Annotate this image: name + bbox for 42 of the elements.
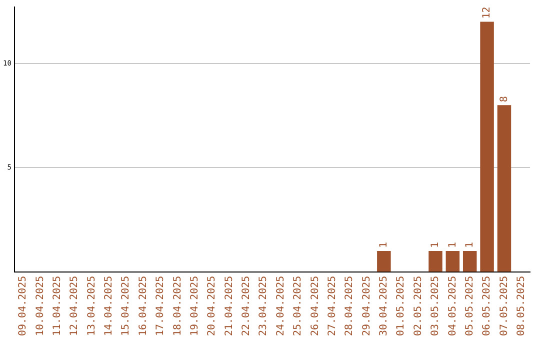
x-tick-label: 11.04.2025 bbox=[52, 276, 63, 336]
data-label: 1 bbox=[430, 242, 442, 248]
data-label: 8 bbox=[498, 96, 510, 102]
x-tick-label: 20.04.2025 bbox=[206, 276, 218, 336]
x-tick-label: 01.05.2025 bbox=[396, 276, 407, 336]
x-tick-label: 18.04.2025 bbox=[172, 276, 184, 336]
bar bbox=[428, 250, 442, 272]
data-label: 1 bbox=[464, 242, 476, 248]
x-tick-label: 23.04.2025 bbox=[258, 276, 270, 336]
x-tick-label: 30.04.2025 bbox=[378, 276, 390, 336]
x-tick-label: 24.04.2025 bbox=[275, 276, 286, 336]
x-tick-label: 12.04.2025 bbox=[69, 276, 80, 336]
x-tick-label: 25.04.2025 bbox=[292, 276, 304, 336]
data-label: 1 bbox=[447, 242, 458, 248]
x-tick-label: 06.05.2025 bbox=[482, 276, 493, 336]
x-tick-label: 03.05.2025 bbox=[430, 276, 442, 336]
x-tick-label: 15.04.2025 bbox=[120, 276, 132, 336]
x-tick-label: 13.04.2025 bbox=[86, 276, 98, 336]
x-tick-label: 17.04.2025 bbox=[155, 276, 166, 336]
x-tick-label: 16.04.2025 bbox=[138, 276, 149, 336]
x-tick-label: 22.04.2025 bbox=[241, 276, 252, 336]
x-tick-label: 19.04.2025 bbox=[189, 276, 200, 336]
x-tick-label: 27.04.2025 bbox=[326, 276, 338, 336]
bar bbox=[377, 250, 391, 272]
bar bbox=[446, 250, 460, 272]
x-tick-label: 05.05.2025 bbox=[464, 276, 476, 336]
x-tick-label: 14.04.2025 bbox=[104, 276, 115, 336]
x-tick-label: 04.05.2025 bbox=[447, 276, 458, 336]
x-tick-label: 02.05.2025 bbox=[412, 276, 424, 336]
x-tick-label: 26.04.2025 bbox=[310, 276, 321, 336]
bar bbox=[497, 105, 512, 272]
data-label: 12 bbox=[482, 6, 493, 19]
x-tick-label: 28.04.2025 bbox=[344, 276, 356, 336]
data-label: 1 bbox=[378, 242, 390, 248]
x-tick-label: 08.05.2025 bbox=[516, 276, 527, 336]
x-tick-label: 10.04.2025 bbox=[34, 276, 46, 336]
x-tick-label: 07.05.2025 bbox=[498, 276, 510, 336]
x-tick-label: 29.04.2025 bbox=[361, 276, 372, 336]
x-tick-label: 21.04.2025 bbox=[224, 276, 235, 336]
bar bbox=[480, 22, 494, 272]
x-tick-label: 09.04.2025 bbox=[18, 276, 29, 336]
bar bbox=[462, 250, 477, 272]
